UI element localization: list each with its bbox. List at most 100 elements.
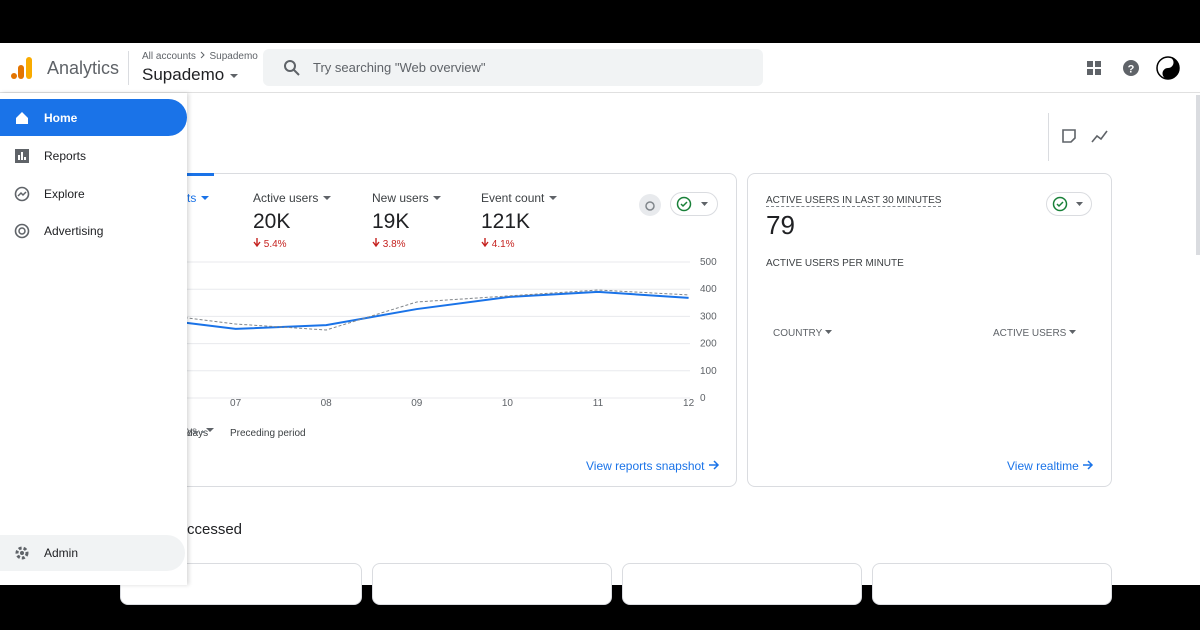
caret	[206, 428, 215, 432]
apps-icon[interactable]	[1087, 61, 1101, 75]
y-tick-label: 400	[700, 284, 717, 295]
metric-change: 3.8%	[372, 238, 406, 250]
tab-label[interactable]: ts	[187, 191, 197, 205]
help-icon[interactable]: ?	[1123, 60, 1139, 76]
x-tick-label: 07	[230, 398, 242, 409]
metric-name: New users	[372, 191, 429, 205]
recent-card[interactable]	[622, 563, 862, 605]
metric-name: Event count	[481, 191, 545, 205]
change-text: 5.4%	[263, 239, 287, 250]
date-range-label[interactable]: ys	[187, 426, 197, 437]
nav-item[interactable]: Explore	[44, 187, 85, 201]
series-line	[144, 289, 689, 331]
app-name: Analytics	[47, 58, 120, 78]
breadcrumb[interactable]: All accounts Supademo	[142, 51, 258, 62]
metric-label: Event count	[481, 191, 558, 205]
down-arrow	[253, 238, 261, 248]
search-placeholder: Try searching "Web overview"	[313, 60, 486, 75]
legend-label: days	[187, 428, 208, 439]
y-tick-label: 100	[700, 366, 717, 377]
section-title: ccessed	[187, 521, 243, 538]
caret	[548, 196, 557, 200]
caret	[433, 196, 442, 200]
change-text: 4.1%	[491, 239, 515, 250]
realtime-title: ACTIVE USERS IN LAST 30 MINUTES	[766, 195, 942, 207]
down-arrow	[481, 238, 489, 248]
breadcrumb-current[interactable]: Supademo	[209, 51, 258, 62]
nav-item[interactable]: Advertising	[44, 224, 104, 238]
header-text[interactable]: COUNTRY	[773, 328, 823, 339]
caret	[200, 196, 209, 200]
logo	[11, 57, 32, 79]
svg-text:?: ?	[1128, 64, 1135, 76]
recent-card[interactable]	[372, 563, 612, 605]
caret	[1069, 330, 1077, 334]
x-tick-label: 08	[321, 398, 333, 409]
search-icon	[284, 60, 300, 76]
recent-card[interactable]	[872, 563, 1112, 605]
divider	[1048, 113, 1049, 161]
metric-value: 20K	[253, 210, 291, 233]
metric-value: 19K	[372, 210, 410, 233]
nav-item[interactable]: Reports	[44, 149, 87, 163]
realtime-card	[747, 173, 1112, 487]
link-text[interactable]: View reports snapshot	[586, 459, 705, 473]
caret	[824, 330, 832, 334]
legend-label: Preceding period	[230, 428, 306, 439]
metric-change: 4.1%	[481, 238, 515, 250]
reports-link[interactable]: View reports snapshot	[586, 459, 720, 473]
column-header[interactable]: ACTIVE USERS	[993, 328, 1077, 339]
status-icon	[1052, 196, 1083, 212]
search-box[interactable]: Try searching "Web overview"	[263, 49, 763, 86]
caret	[322, 196, 331, 200]
y-tick-label: 0	[700, 393, 706, 404]
divider	[128, 51, 129, 85]
sidebar: Home Reports Explore Advertising Admin	[0, 93, 187, 585]
tab-fragment[interactable]: ts	[187, 191, 210, 205]
header-text[interactable]: ACTIVE USERS	[993, 328, 1067, 339]
overview-card	[100, 173, 737, 487]
status-chip[interactable]	[670, 192, 718, 216]
metric-value: 121K	[481, 210, 531, 233]
metric-label: Active users	[253, 191, 332, 205]
admin-icon	[15, 546, 29, 560]
realtime-link[interactable]: View realtime	[1007, 459, 1094, 473]
nav-admin-bg[interactable]	[0, 535, 185, 571]
arrow	[708, 460, 719, 470]
scrollbar[interactable]	[1196, 95, 1200, 255]
nav-item[interactable]: Home	[44, 111, 78, 125]
nav-active[interactable]	[0, 99, 187, 136]
top-bar: Analytics All accounts Supademo Supademo…	[0, 43, 1200, 93]
y-tick-label: 500	[700, 257, 717, 268]
notes-icon[interactable]	[1061, 128, 1077, 144]
metric-label: New users	[372, 191, 442, 205]
home-icon	[16, 112, 28, 124]
date-range[interactable]: ys	[187, 426, 215, 437]
per-minute-title: ACTIVE USERS PER MINUTE	[766, 258, 904, 269]
status-icon	[676, 196, 708, 212]
column-header[interactable]: COUNTRY	[773, 328, 833, 339]
realtime-value: 79	[766, 210, 795, 240]
reports-icon	[15, 149, 29, 163]
link-text[interactable]: View realtime	[1007, 459, 1079, 473]
y-tick-label: 300	[700, 311, 717, 322]
insights-icon[interactable]	[1091, 128, 1109, 144]
status-chip[interactable]	[1046, 192, 1092, 216]
change-text: 3.8%	[382, 239, 406, 250]
property-name[interactable]: Supademo	[142, 65, 225, 84]
compare-icon[interactable]	[638, 193, 662, 217]
x-tick-label: 11	[593, 398, 604, 409]
metric-change: 5.4%	[253, 238, 287, 250]
breadcrumb-root[interactable]: All accounts	[142, 51, 196, 62]
nav-item[interactable]: Admin	[44, 546, 79, 560]
y-tick-label: 200	[700, 339, 717, 350]
metric-name: Active users	[253, 191, 319, 205]
arrow	[1083, 460, 1094, 470]
app: Analytics All accounts Supademo Supademo…	[0, 43, 1200, 605]
property-selector[interactable]: Supademo	[142, 65, 239, 85]
avatar[interactable]	[1156, 56, 1180, 80]
down-arrow	[372, 238, 380, 248]
x-tick-label: 09	[411, 398, 423, 409]
x-tick-label: 10	[502, 398, 514, 409]
